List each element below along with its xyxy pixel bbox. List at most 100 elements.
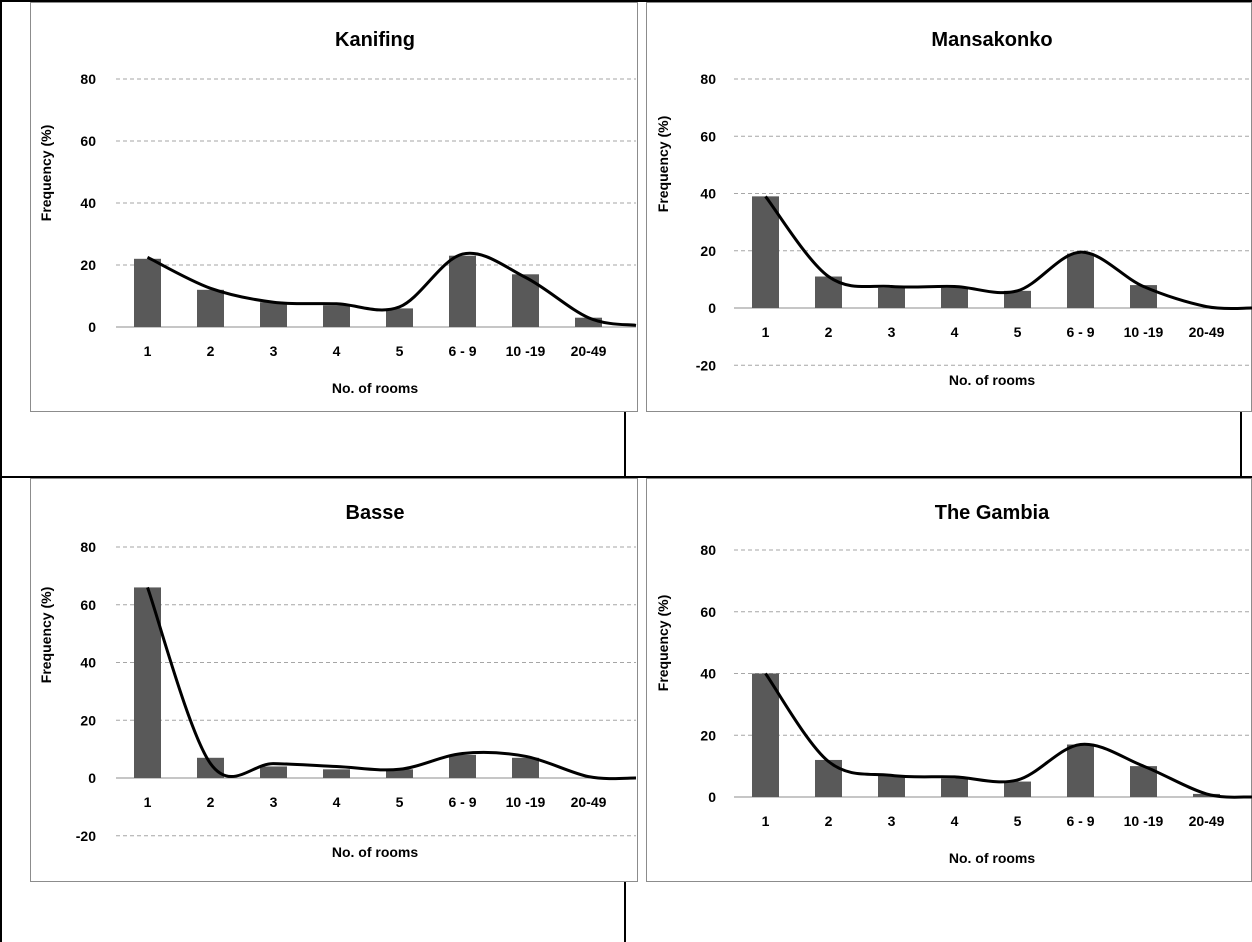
x-tick-label: 4 xyxy=(333,794,341,810)
bar xyxy=(575,317,602,327)
x-tick-label: 5 xyxy=(396,343,404,359)
trend-line xyxy=(146,251,637,327)
chart-panel-basse xyxy=(30,478,638,882)
chart-panel-mansakonko xyxy=(646,2,1252,412)
y-tick-label: 60 xyxy=(700,604,716,620)
x-tick-label: 4 xyxy=(951,324,959,340)
y-tick-label: 20 xyxy=(700,727,716,743)
bar xyxy=(1004,290,1031,308)
bar xyxy=(260,766,287,778)
bar xyxy=(878,775,905,797)
chart-title: The Gambia xyxy=(935,502,1050,524)
y-tick-label: 20 xyxy=(80,257,96,273)
x-tick-label: 2 xyxy=(207,343,215,359)
middle-divider xyxy=(624,0,626,942)
x-tick-label: 20-49 xyxy=(1189,813,1225,829)
x-tick-label: 6 - 9 xyxy=(448,343,476,359)
x-tick-label: 2 xyxy=(207,794,215,810)
y-tick-label: -20 xyxy=(696,357,716,373)
y-tick-label: 60 xyxy=(80,597,96,613)
bar xyxy=(197,757,224,778)
x-tick-label: 3 xyxy=(270,794,278,810)
bar xyxy=(386,308,413,327)
y-axis-label: Frequency (%) xyxy=(38,125,54,221)
bar xyxy=(941,778,968,797)
x-tick-label: 1 xyxy=(144,794,152,810)
chart-panel-the-gambia xyxy=(646,478,1252,882)
x-tick-label: 1 xyxy=(144,343,152,359)
x-axis-label: No. of rooms xyxy=(332,380,419,396)
y-tick-label: 80 xyxy=(80,539,96,555)
bar xyxy=(1130,285,1157,308)
x-axis-label: No. of rooms xyxy=(949,372,1036,388)
chart-title: Basse xyxy=(346,502,405,524)
x-tick-label: 6 - 9 xyxy=(1066,324,1094,340)
y-tick-label: 80 xyxy=(700,71,716,87)
bar xyxy=(449,255,476,327)
bar xyxy=(1004,781,1031,797)
y-tick-label: 60 xyxy=(80,133,96,149)
y-axis-label: Frequency (%) xyxy=(655,595,671,691)
trend-line xyxy=(764,672,1252,799)
trend-line xyxy=(146,586,637,781)
y-tick-label: 20 xyxy=(700,243,716,259)
x-tick-label: 1 xyxy=(762,324,770,340)
x-tick-label: 3 xyxy=(888,813,896,829)
y-tick-label: 0 xyxy=(708,300,716,316)
x-tick-label: 3 xyxy=(888,324,896,340)
x-tick-label: 20-49 xyxy=(1189,324,1225,340)
bar xyxy=(752,196,779,308)
y-tick-label: 40 xyxy=(700,666,716,682)
x-tick-label: 6 - 9 xyxy=(1066,813,1094,829)
x-tick-label: 10 -19 xyxy=(506,794,546,810)
chart-mansakonko: Mansakonko No. of rooms Frequency (%) -2… xyxy=(655,29,1252,388)
bar xyxy=(512,757,539,778)
chart-kanifing: Kanifing No. of rooms Frequency (%) 0 20 4… xyxy=(38,29,637,396)
chart-title: Mansakonko xyxy=(931,29,1052,51)
x-tick-label: 20-49 xyxy=(571,794,607,810)
y-tick-label: -20 xyxy=(76,828,96,844)
chart-the-gambia: The Gambia No. of rooms Frequency (%) 0 2… xyxy=(655,502,1252,866)
x-axis-label: No. of rooms xyxy=(949,850,1036,866)
trend-line xyxy=(764,195,1252,311)
x-tick-label: 4 xyxy=(951,813,959,829)
left-border xyxy=(0,0,2,942)
bar xyxy=(260,302,287,327)
x-tick-label: 5 xyxy=(396,794,404,810)
bar xyxy=(815,759,842,797)
x-axis-label: No. of rooms xyxy=(332,844,419,860)
x-tick-label: 2 xyxy=(825,324,833,340)
x-tick-label: 6 - 9 xyxy=(448,794,476,810)
y-tick-label: 0 xyxy=(88,319,96,335)
y-tick-label: 40 xyxy=(80,195,96,211)
x-tick-label: 10 -19 xyxy=(506,343,546,359)
x-tick-label: 20-49 xyxy=(571,343,607,359)
x-tick-label: 5 xyxy=(1014,324,1022,340)
x-tick-label: 5 xyxy=(1014,813,1022,829)
bar xyxy=(197,289,224,327)
bar xyxy=(134,258,161,327)
y-tick-label: 80 xyxy=(700,542,716,558)
y-tick-label: 0 xyxy=(88,770,96,786)
bar xyxy=(323,305,350,327)
x-tick-label: 2 xyxy=(825,813,833,829)
x-tick-label: 10 -19 xyxy=(1124,813,1164,829)
bar xyxy=(752,673,779,797)
bar xyxy=(941,287,968,308)
x-tick-label: 10 -19 xyxy=(1124,324,1164,340)
y-tick-label: 20 xyxy=(80,712,96,728)
x-tick-label: 3 xyxy=(270,343,278,359)
top-border xyxy=(0,0,1252,2)
bar xyxy=(1067,744,1094,797)
chart-basse: Basse No. of rooms Frequency (%) -20 0 20 4… xyxy=(38,502,637,860)
bar xyxy=(878,287,905,308)
y-tick-label: 0 xyxy=(708,789,716,805)
bar xyxy=(449,754,476,778)
bar xyxy=(323,769,350,778)
x-tick-label: 4 xyxy=(333,343,341,359)
y-tick-label: 60 xyxy=(700,128,716,144)
chart-title: Kanifing xyxy=(335,29,415,51)
y-tick-label: 40 xyxy=(700,186,716,202)
